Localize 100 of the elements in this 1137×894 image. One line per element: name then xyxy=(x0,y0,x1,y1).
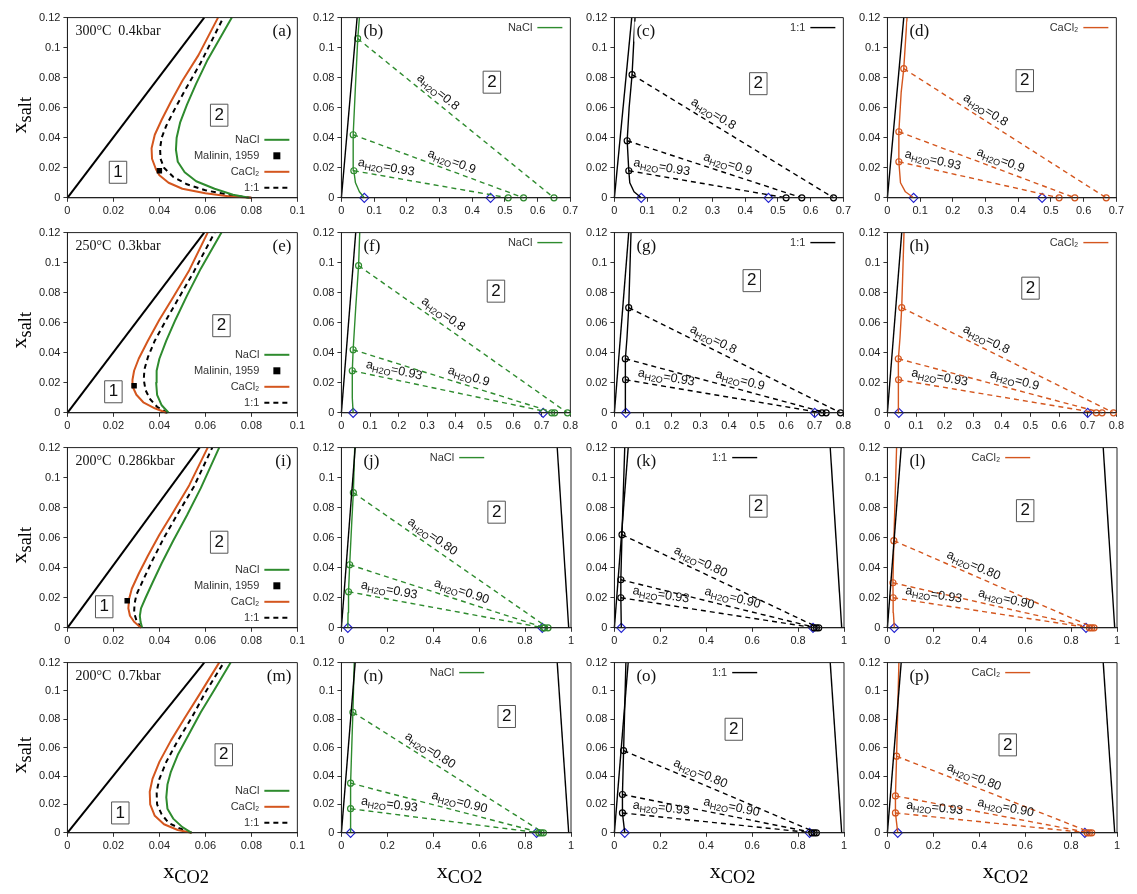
y-tick-label: 0.12 xyxy=(312,440,335,453)
x-tick-label: 0 xyxy=(884,204,891,217)
chart-title: (k) xyxy=(636,451,657,471)
x-tick-label: 0.1 xyxy=(289,204,305,217)
x-tick-label: 0.4 xyxy=(1010,204,1026,217)
y-tick-label: 0.04 xyxy=(312,130,335,143)
y-tick-label: 0.02 xyxy=(858,375,881,388)
chart-title: (b) xyxy=(363,21,384,41)
y-tick-label: 0.02 xyxy=(585,590,608,603)
y-tick-label: 0.08 xyxy=(585,500,608,513)
x-tick-label: 0.7 xyxy=(534,419,550,432)
legend-label: 1:1 xyxy=(711,450,728,463)
legend-label: CaCl₂ xyxy=(230,164,260,177)
legend-label: NaCl xyxy=(507,235,533,248)
y-tick-label: 0.12 xyxy=(312,10,335,23)
y-tick-label: 0 xyxy=(874,190,881,203)
x-tick-label: 0.1 xyxy=(639,204,655,217)
x-tick-label: 0.06 xyxy=(194,634,217,647)
annotation: 2 xyxy=(501,706,512,726)
x-tick-label: 0 xyxy=(338,634,345,647)
x-axis-title: x$_{CO2}$ xyxy=(981,858,1030,888)
y-tick-label: 0.1 xyxy=(865,470,881,483)
y-tick-label: 0.02 xyxy=(38,160,61,173)
y-tick-label: 0 xyxy=(328,405,335,418)
annotation: aH2O=0.8 xyxy=(414,70,463,113)
x-tick-label: 0.6 xyxy=(778,419,794,432)
x-tick-label: 0.8 xyxy=(517,634,533,647)
y-tick-label: 0.06 xyxy=(38,100,61,113)
x-tick-label: 0.8 xyxy=(1108,419,1124,432)
y-tick-label: 0.02 xyxy=(312,160,335,173)
annotation: 2 xyxy=(1020,70,1030,90)
y-tick-label: 0.12 xyxy=(585,10,608,23)
y-tick-label: 0.04 xyxy=(312,345,335,358)
y-tick-label: 0.02 xyxy=(858,590,881,603)
y-tick-label: 0.08 xyxy=(312,70,335,83)
annotation: 2 xyxy=(753,73,764,93)
annotation: 2 xyxy=(491,501,502,521)
x-tick-label: 0 xyxy=(64,204,71,217)
chart-title: (g) xyxy=(636,236,657,256)
y-tick-label: 0.1 xyxy=(592,684,608,696)
y-tick-label: 0 xyxy=(874,405,881,418)
legend-label: 1:1 xyxy=(244,180,260,193)
legend-label: 1:1 xyxy=(790,235,806,248)
y-tick-label: 0.06 xyxy=(585,315,608,328)
y-tick-label: 0.08 xyxy=(858,500,881,513)
legend-label: CaCl₂ xyxy=(1049,235,1079,248)
y-tick-label: 0.02 xyxy=(858,160,881,173)
y-tick-label: 0.12 xyxy=(38,225,61,238)
x-tick-label: 0.5 xyxy=(749,419,766,432)
y-tick-label: 0.06 xyxy=(585,530,608,543)
x-tick-label: 0.8 xyxy=(1063,634,1079,647)
x-tick-label: 0.2 xyxy=(652,839,668,852)
y-tick-label: 0.04 xyxy=(38,130,61,143)
y-tick-label: 0 xyxy=(54,405,61,418)
x-tick-label: 0.2 xyxy=(391,419,407,432)
x-tick-label: 0.4 xyxy=(737,204,753,217)
legend-label: Malinin, 1959 xyxy=(193,363,260,376)
annotation: 2 xyxy=(219,744,229,764)
chart-title: (a) xyxy=(272,21,292,41)
y-tick-label: 0 xyxy=(328,620,335,633)
annotation: aH2O=0.8 xyxy=(688,94,739,133)
x-tick-label: 0 xyxy=(338,204,345,217)
x-tick-label: 0.3 xyxy=(977,204,994,217)
y-tick-label: 0.04 xyxy=(858,769,881,782)
x-tick-label: 0 xyxy=(611,839,618,852)
y-tick-label: 0.08 xyxy=(585,70,608,83)
annotation: aH2O=0.9 xyxy=(974,144,1027,176)
y-tick-label: 0.04 xyxy=(858,560,881,573)
legend-label: 1:1 xyxy=(244,395,260,408)
y-tick-label: 0 xyxy=(328,825,335,838)
y-tick-label: 0.1 xyxy=(45,40,61,53)
annotation: aH2O=0.93 xyxy=(359,577,419,602)
x-tick-label: 0.02 xyxy=(102,419,125,432)
y-tick-label: 0.04 xyxy=(858,130,881,143)
x-tick-label: 0.04 xyxy=(148,634,171,647)
y-tick-label: 0.08 xyxy=(38,500,61,513)
y-tick-label: 0.1 xyxy=(319,40,335,53)
annotation: aH2O=0.93 xyxy=(910,365,970,389)
x-tick-label: 0.1 xyxy=(289,634,305,647)
x-tick-label: 0 xyxy=(611,634,618,647)
x-tick-label: 0.06 xyxy=(194,839,217,852)
y-tick-label: 0.08 xyxy=(585,285,608,298)
y-tick-label: 0.08 xyxy=(585,712,608,725)
y-tick-label: 0.12 xyxy=(585,655,608,668)
annotation: aH2O=0.93 xyxy=(637,365,696,389)
x-tick-label: 0.8 xyxy=(790,839,806,852)
y-tick-label: 0 xyxy=(54,620,61,633)
x-tick-label: 0 xyxy=(611,419,618,432)
y-tick-label: 0.12 xyxy=(585,225,608,238)
y-tick-label: 0.12 xyxy=(858,655,881,668)
x-axis-title: x$_{CO2}$ xyxy=(162,858,210,888)
y-tick-label: 0.1 xyxy=(592,255,608,268)
x-tick-label: 0.8 xyxy=(517,839,533,852)
x-tick-label: 0.7 xyxy=(1108,204,1124,217)
y-tick-label: 0.1 xyxy=(865,255,881,268)
legend-label: CaCl₂ xyxy=(230,379,260,392)
y-tick-label: 0.08 xyxy=(38,712,61,725)
annotation: 1 xyxy=(99,596,109,616)
x-tick-label: 1 xyxy=(567,839,575,852)
x-tick-label: 0.2 xyxy=(945,204,961,217)
